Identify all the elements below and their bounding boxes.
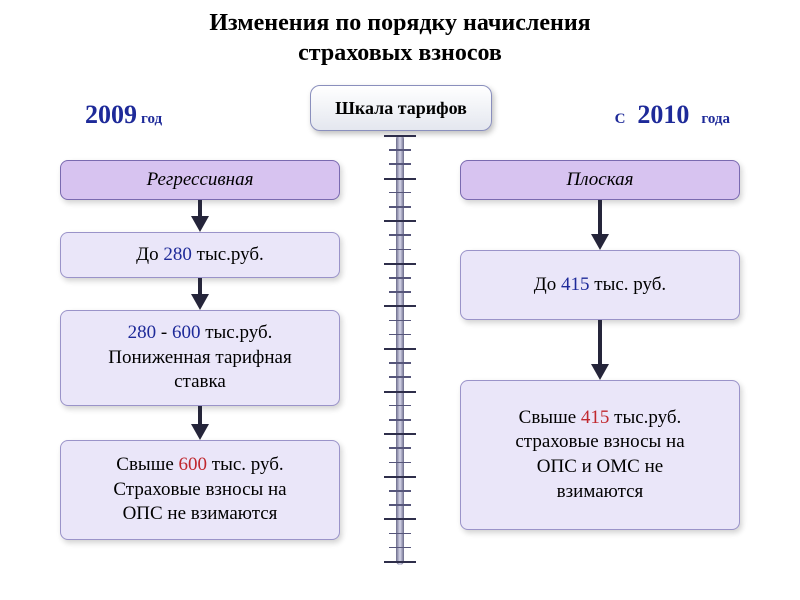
left-tier-3: Свыше 600 тыс. руб. Страховые взносы на … <box>60 440 340 540</box>
arrow-stem <box>598 320 602 366</box>
right-tier2-line2: страховые взносы на <box>515 431 684 452</box>
year-right-suffix: года <box>701 111 730 127</box>
left-tier2-post1: тыс.руб. <box>200 322 272 343</box>
left-tier-1-text: До 280 тыс.руб. <box>136 243 264 268</box>
right-tier2-pre: Свыше <box>519 407 581 428</box>
right-tier1-num: 415 <box>561 274 590 295</box>
right-tier-2-text: Свыше 415 тыс.руб. страховые взносы на О… <box>515 406 684 505</box>
year-left-suffix: год <box>141 111 162 127</box>
right-tier2-line3: ОПС и ОМС не <box>537 456 663 477</box>
right-tier1-post: тыс. руб. <box>590 274 667 295</box>
right-tier-1: До 415 тыс. руб. <box>460 250 740 320</box>
year-2010: С 2010 года <box>615 100 730 130</box>
right-scheme-label: Плоская <box>567 169 634 191</box>
left-tier1-post: тыс.руб. <box>192 244 264 265</box>
left-tier2-dash: - <box>156 322 172 343</box>
left-tier1-num: 280 <box>163 244 192 265</box>
arrow-down-icon <box>191 294 209 310</box>
title-line-1: Изменения по порядку начисления <box>209 10 590 36</box>
left-tier2-line3: ставка <box>174 371 226 392</box>
right-tier-2: Свыше 415 тыс.руб. страховые взносы на О… <box>460 380 740 530</box>
right-tier1-pre: До <box>534 274 561 295</box>
right-tier2-post: тыс.руб. <box>609 407 681 428</box>
year-2009: 2009 год <box>85 100 162 130</box>
year-right-number: 2010 <box>637 100 689 129</box>
left-tier1-pre: До <box>136 244 163 265</box>
left-tier3-line2: Страховые взносы на <box>113 479 286 500</box>
left-scheme-label: Регрессивная <box>147 169 254 191</box>
page-title: Изменения по порядку начисления страховы… <box>0 8 800 68</box>
page-root: Изменения по порядку начисления страховы… <box>0 0 800 600</box>
arrow-down-icon <box>191 216 209 232</box>
left-tier3-num: 600 <box>179 454 208 475</box>
left-tier3-line3: ОПС не взимаются <box>123 503 278 524</box>
arrow-down-icon <box>191 424 209 440</box>
left-tier2-num2: 600 <box>172 322 201 343</box>
left-tier3-pre: Свыше <box>116 454 178 475</box>
right-tier-1-text: До 415 тыс. руб. <box>534 273 666 298</box>
tariff-scale-label: Шкала тарифов <box>335 98 467 119</box>
right-tier2-line4: взимаются <box>557 481 644 502</box>
tariff-scale-badge: Шкала тарифов <box>310 85 492 131</box>
left-tier-2: 280 - 600 тыс.руб. Пониженная тарифная с… <box>60 310 340 406</box>
arrow-down-icon <box>591 234 609 250</box>
vertical-ruler <box>396 135 404 565</box>
right-scheme-box: Плоская <box>460 160 740 200</box>
arrow-stem <box>598 200 602 236</box>
arrow-down-icon <box>591 364 609 380</box>
arrow-stem <box>198 406 202 426</box>
left-tier-3-text: Свыше 600 тыс. руб. Страховые взносы на … <box>113 453 286 527</box>
left-scheme-box: Регрессивная <box>60 160 340 200</box>
right-tier2-num: 415 <box>581 407 610 428</box>
left-tier3-post: тыс. руб. <box>207 454 284 475</box>
left-tier-1: До 280 тыс.руб. <box>60 232 340 278</box>
year-left-number: 2009 <box>85 100 137 129</box>
left-tier2-line2: Пониженная тарифная <box>108 347 291 368</box>
left-tier-2-text: 280 - 600 тыс.руб. Пониженная тарифная с… <box>108 321 291 395</box>
left-tier2-num1: 280 <box>128 322 157 343</box>
title-line-2: страховых взносов <box>298 40 502 66</box>
year-right-prefix: С <box>615 111 626 127</box>
